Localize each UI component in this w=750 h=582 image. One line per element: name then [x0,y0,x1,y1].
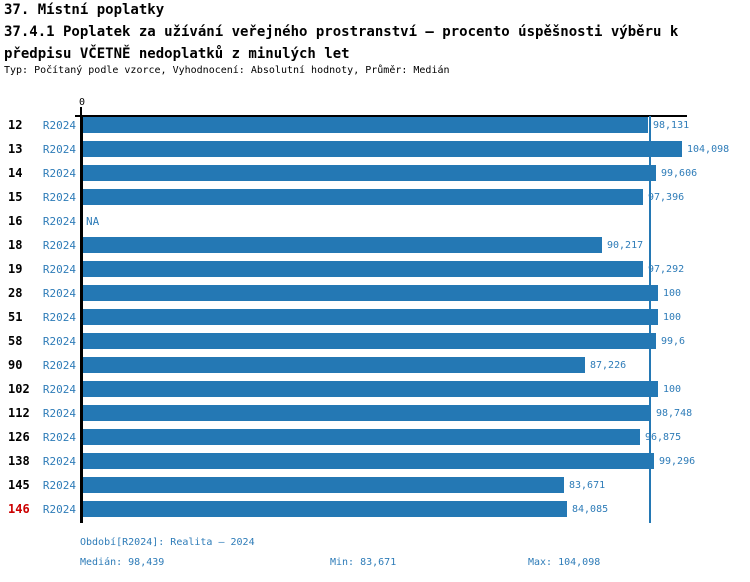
bar [83,429,640,445]
value-label: 100 [663,312,682,323]
chart-title-line2: předpisu VČETNĚ nedoplatků z minulých le… [4,46,350,62]
period-label: R2024 [42,479,76,492]
period-label: R2024 [42,287,76,300]
x-axis-line [75,115,687,117]
bar [83,189,643,205]
period-label: R2024 [42,311,76,324]
bar [83,117,648,133]
x-axis-zero-label: 0 [78,97,86,108]
period-label: R2024 [42,407,76,420]
page-title: 37. Místní poplatky [4,2,165,18]
value-label: 84,085 [572,504,609,515]
value-label: 100 [663,288,682,299]
category-label: 102 [8,382,30,396]
bar [83,405,651,421]
category-label: 146 [8,502,30,516]
period-label: R2024 [42,455,76,468]
value-label: 99,296 [659,456,696,467]
footer-period-info: Období[R2024]: Realita – 2024 [80,537,255,548]
category-label: 90 [8,358,23,372]
value-label: 98,748 [656,408,693,419]
chart-meta-info: Typ: Počítaný podle vzorce, Vyhodnocení:… [4,65,450,76]
bar [83,285,658,301]
value-label: 98,131 [653,120,690,131]
bar [83,237,602,253]
category-label: 18 [8,238,23,252]
na-value-label: NA [86,215,100,228]
period-label: R2024 [42,191,76,204]
period-label: R2024 [42,431,76,444]
period-label: R2024 [42,239,76,252]
period-label: R2024 [42,335,76,348]
category-label: 12 [8,118,23,132]
category-label: 14 [8,166,23,180]
period-label: R2024 [42,263,76,276]
period-label: R2024 [42,143,76,156]
footer-min: Min: 83,671 [330,557,397,568]
value-label: 83,671 [569,480,606,491]
bar [83,501,567,517]
period-label: R2024 [42,359,76,372]
category-label: 112 [8,406,30,420]
value-label: 100 [663,384,682,395]
value-label: 99,6 [661,336,686,347]
y-axis-line [80,115,83,523]
category-label: 145 [8,478,30,492]
category-label: 126 [8,430,30,444]
category-label: 138 [8,454,30,468]
bar [83,261,643,277]
bar [83,141,682,157]
footer-median: Medián: 98,439 [80,557,165,568]
x-axis-zero-tick [80,107,82,115]
value-label: 97,292 [648,264,685,275]
bar [83,453,654,469]
chart-title-line1: 37.4.1 Poplatek za užívání veřejného pro… [4,24,679,40]
value-label: 97,396 [648,192,685,203]
bar [83,357,585,373]
bar [83,477,564,493]
bar [83,309,658,325]
category-label: 16 [8,214,23,228]
category-label: 13 [8,142,23,156]
bar [83,381,658,397]
category-label: 51 [8,310,23,324]
bar [83,165,656,181]
category-label: 15 [8,190,23,204]
category-label: 28 [8,286,23,300]
category-label: 58 [8,334,23,348]
value-label: 87,226 [590,360,627,371]
value-label: 99,606 [661,168,698,179]
period-label: R2024 [42,167,76,180]
category-label: 19 [8,262,23,276]
bar [83,333,656,349]
value-label: 90,217 [607,240,644,251]
period-label: R2024 [42,383,76,396]
value-label: 96,875 [645,432,682,443]
period-label: R2024 [42,503,76,516]
period-label: R2024 [42,215,76,228]
period-label: R2024 [42,119,76,132]
footer-max: Max: 104,098 [528,557,601,568]
value-label: 104,098 [687,144,730,155]
